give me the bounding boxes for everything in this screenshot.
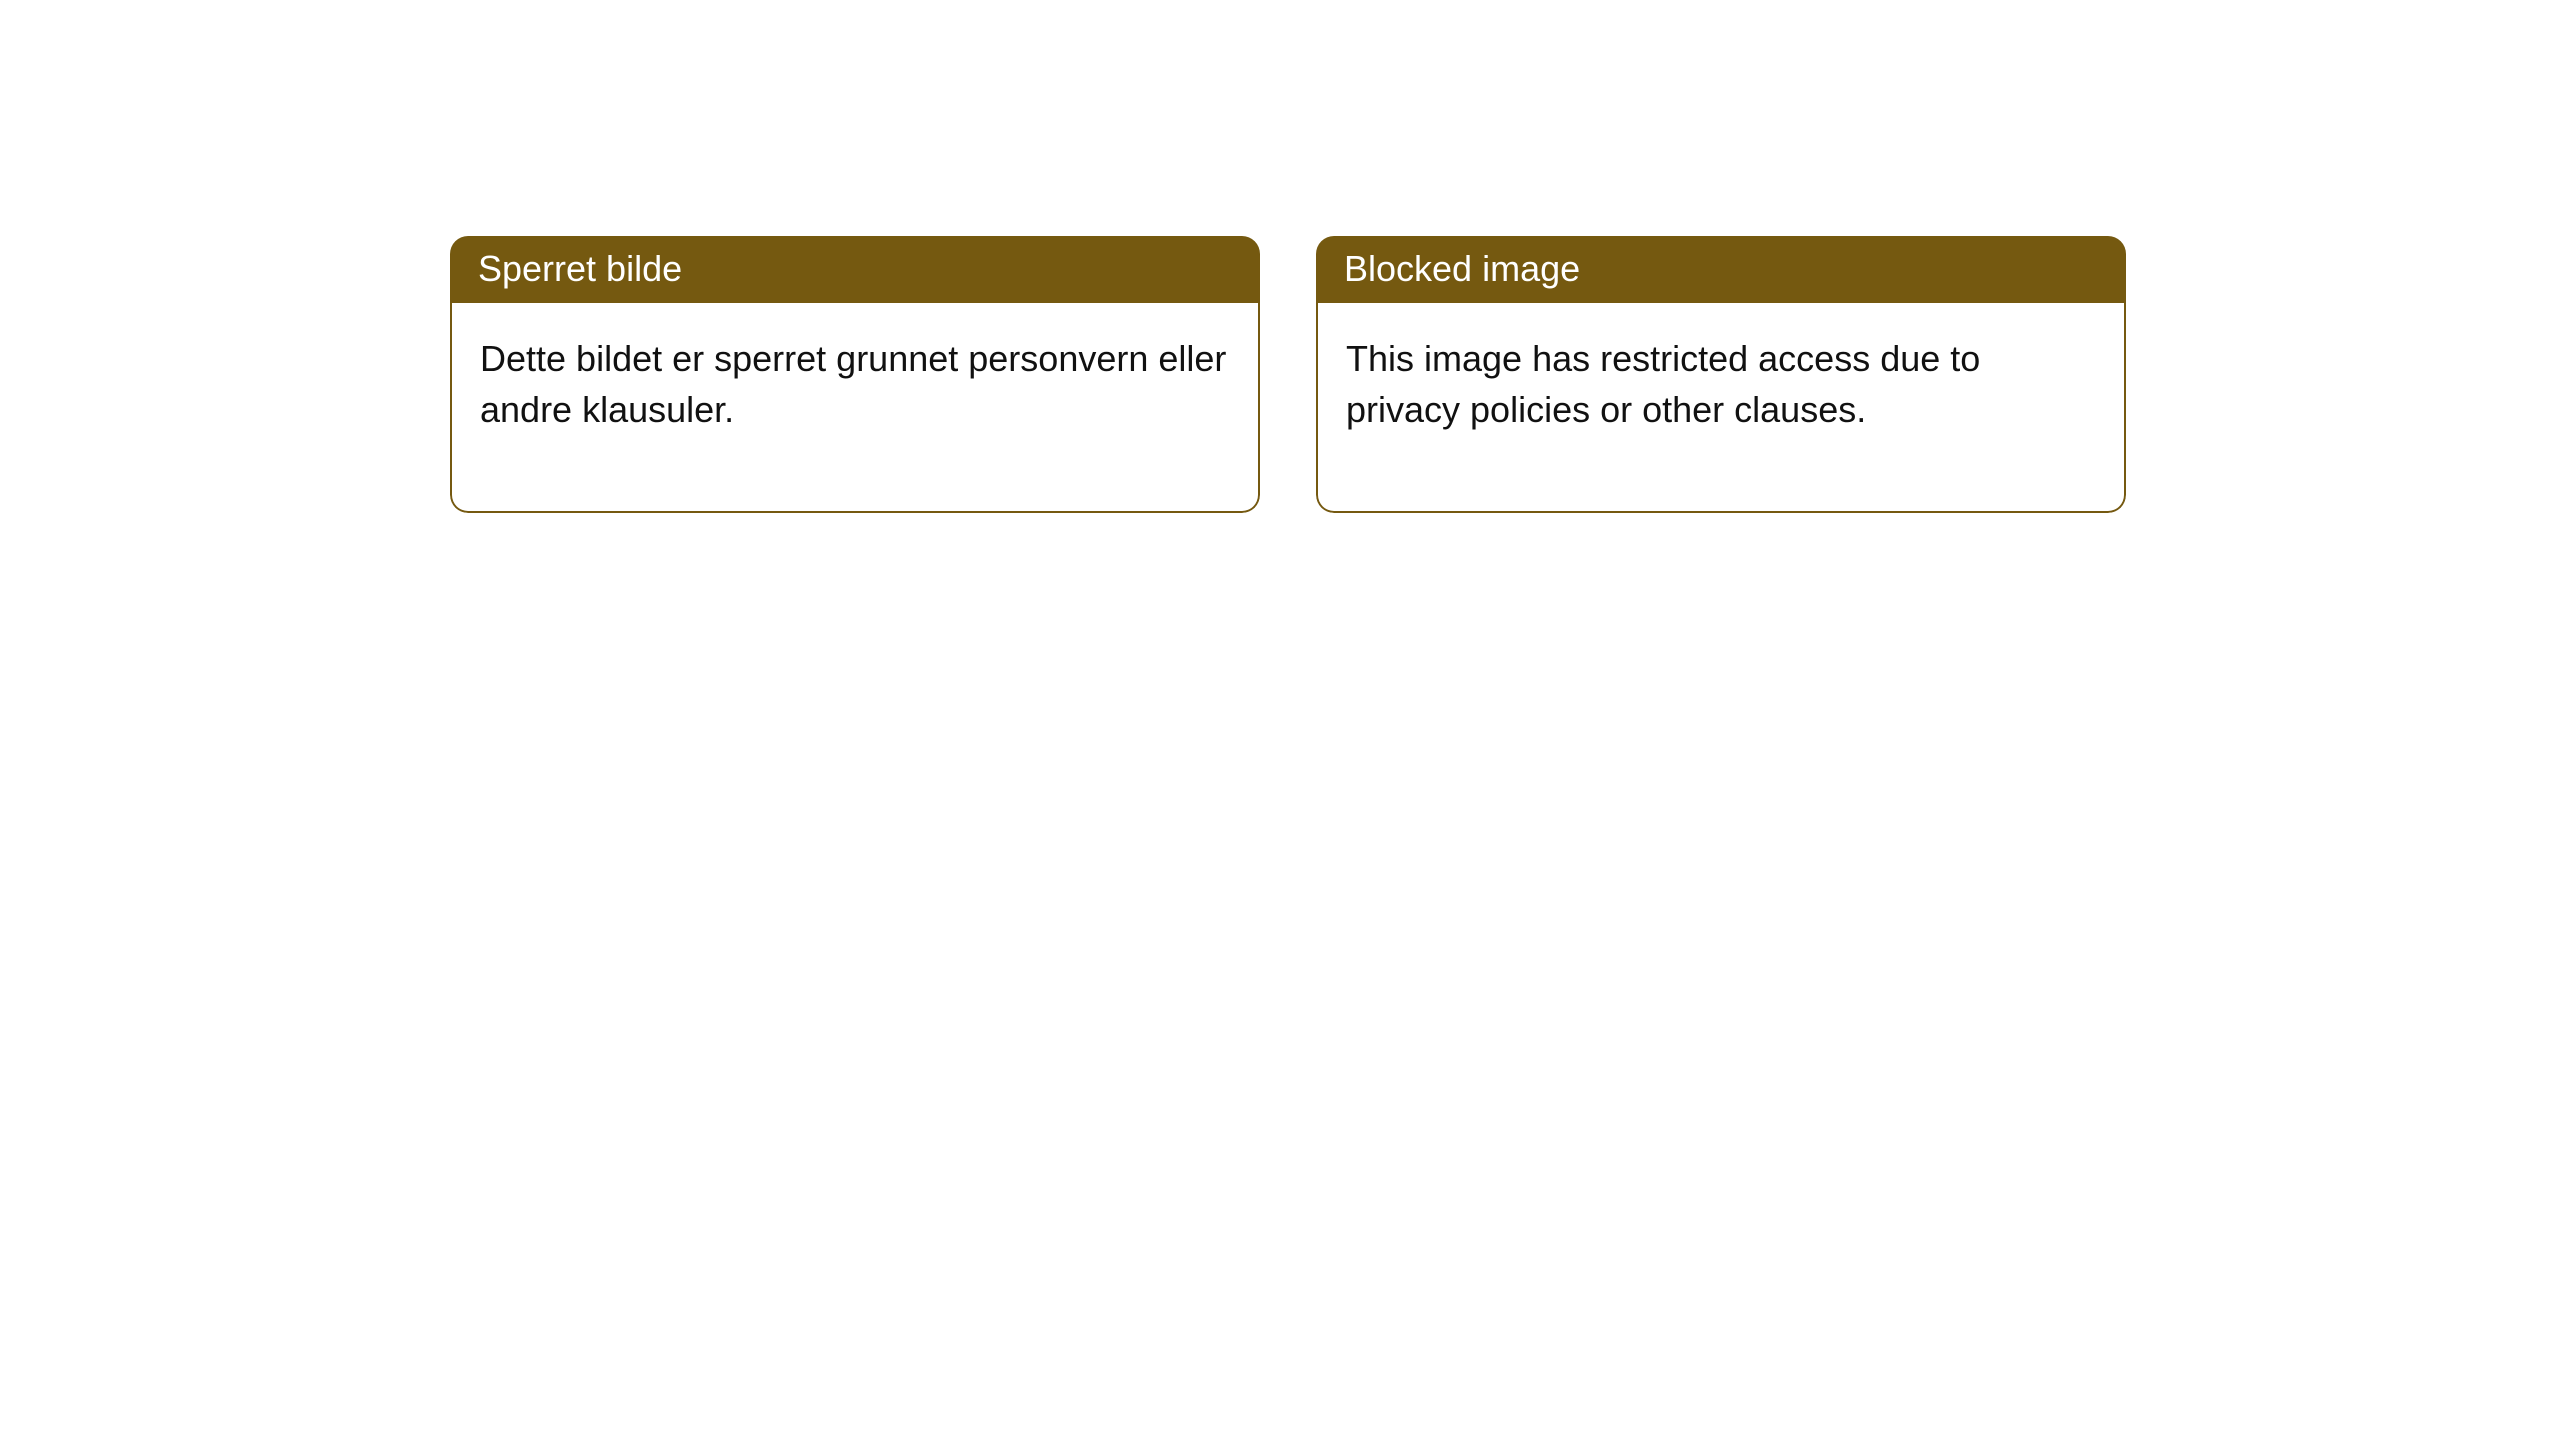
notice-header-english: Blocked image [1316,236,2126,303]
notice-card-english: Blocked image This image has restricted … [1316,236,2126,513]
notice-card-norwegian: Sperret bilde Dette bildet er sperret gr… [450,236,1260,513]
notice-container: Sperret bilde Dette bildet er sperret gr… [450,236,2126,513]
notice-header-norwegian: Sperret bilde [450,236,1260,303]
notice-body-norwegian: Dette bildet er sperret grunnet personve… [450,303,1260,513]
notice-body-english: This image has restricted access due to … [1316,303,2126,513]
